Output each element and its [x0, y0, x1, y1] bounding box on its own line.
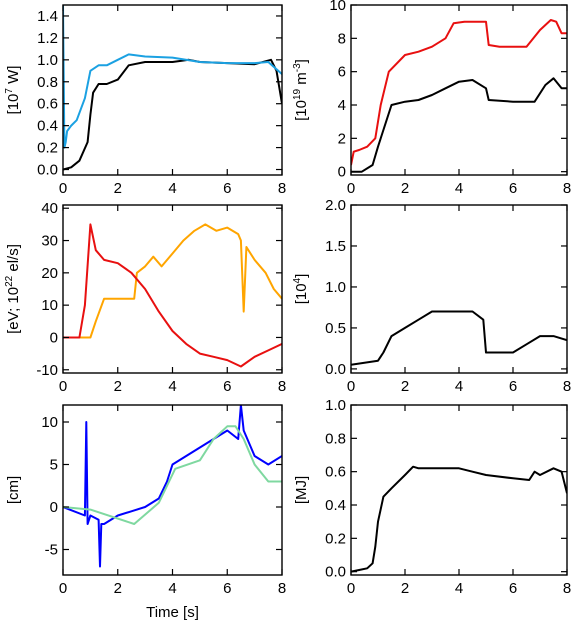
x-tick-label: 4 — [455, 580, 463, 597]
x-tick-label: 4 — [455, 378, 463, 395]
x-tick-label: 4 — [168, 378, 176, 395]
x-tick-label: 8 — [563, 580, 571, 597]
series-line-1 — [351, 19, 567, 166]
x-tick-label: 2 — [401, 378, 409, 395]
x-tick-label: 2 — [114, 378, 122, 395]
series-line-2 — [63, 5, 282, 149]
y-tick-label: 1.0 — [325, 397, 346, 414]
chart-panel-2: 0 2 4 6 8 0 2 4 6 8 10 [1019 m-3] — [292, 0, 571, 197]
x-tick-label: 6 — [509, 180, 517, 197]
y-tick-label: 0.4 — [325, 497, 346, 514]
y-axis-label: [MJ] — [293, 476, 310, 504]
series-line-1 — [351, 310, 567, 366]
y-tick-label: 0.2 — [37, 140, 58, 157]
y-tick-label: 20 — [41, 265, 58, 282]
x-tick-label: 6 — [223, 180, 231, 197]
y-tick-label: 0.0 — [325, 361, 346, 378]
x-tick-label: 6 — [223, 378, 231, 395]
chart-panel-4: 0 2 4 6 8 0.0 0.5 1.0 1.5 2.0 [104] — [292, 197, 571, 395]
x-tick-label: 4 — [455, 180, 463, 197]
axes-frame — [350, 204, 568, 374]
y-tick-label: 1.4 — [37, 8, 58, 25]
y-tick-label: 0.2 — [325, 530, 346, 547]
y-tick-label: 8 — [338, 30, 346, 47]
x-tick-label: 0 — [59, 180, 67, 197]
y-tick-label: 10 — [41, 414, 58, 431]
x-tick-label: 8 — [278, 580, 286, 597]
y-tick-label: 4 — [338, 97, 346, 114]
y-tick-label: 2.0 — [325, 197, 346, 214]
y-axis-label: [1019 m-3] — [292, 59, 310, 121]
x-tick-label: 0 — [347, 580, 355, 597]
x-tick-label: 6 — [509, 580, 517, 597]
series-line-1 — [63, 223, 282, 339]
y-axis-label: [107 W] — [4, 66, 22, 115]
series-line-2 — [351, 77, 567, 173]
x-tick-label: 6 — [223, 580, 231, 597]
x-tick-label: 8 — [563, 180, 571, 197]
series-line-1 — [63, 405, 282, 568]
y-tick-label: 0.6 — [37, 96, 58, 113]
x-tick-label: 0 — [347, 180, 355, 197]
x-axis-label: Time [s] — [146, 604, 199, 621]
x-tick-label: 2 — [114, 180, 122, 197]
y-tick-label: 0.8 — [37, 74, 58, 91]
y-tick-label: -5 — [45, 542, 58, 559]
y-tick-label: 0.0 — [325, 564, 346, 581]
x-tick-label: 0 — [59, 378, 67, 395]
y-tick-label: 0.0 — [37, 162, 58, 179]
y-tick-label: 1.5 — [325, 238, 346, 255]
y-tick-label: 30 — [41, 233, 58, 250]
y-tick-label: 6 — [338, 64, 346, 81]
x-tick-label: 2 — [114, 580, 122, 597]
y-tick-label: 0 — [50, 329, 58, 346]
chart-panel-5: 0 2 4 6 8 -5 0 5 10 [cm] — [5, 404, 286, 597]
y-tick-label: 5 — [50, 457, 58, 474]
x-tick-label: 8 — [278, 180, 286, 197]
chart-panel-1: 0 2 4 6 8 0.0 0.2 0.4 0.6 0.8 1.0 1.2 1.4 [107 W] — [4, 4, 286, 197]
series-line-2 — [63, 425, 282, 525]
y-tick-label: 0.4 — [37, 118, 58, 135]
axes-frame — [350, 404, 568, 576]
y-tick-label: 0 — [50, 499, 58, 516]
chart-panel-6: 0 2 4 6 8 0.0 0.2 0.4 0.6 0.8 1.0 [MJ] — [293, 397, 571, 597]
y-tick-label: 1.0 — [325, 279, 346, 296]
x-tick-label: 2 — [401, 180, 409, 197]
y-tick-label: 1.2 — [37, 30, 58, 47]
y-axis-label: [cm] — [5, 476, 22, 504]
y-tick-label: 0.6 — [325, 464, 346, 481]
x-tick-label: 8 — [563, 378, 571, 395]
y-tick-label: 10 — [329, 0, 346, 14]
y-tick-label: 0.5 — [325, 320, 346, 337]
x-tick-label: 8 — [278, 378, 286, 395]
x-tick-label: 0 — [59, 580, 67, 597]
x-tick-label: 4 — [168, 580, 176, 597]
y-tick-label: -10 — [36, 362, 58, 379]
axes-frame — [62, 404, 283, 576]
y-tick-label: 2 — [338, 130, 346, 147]
series-line-2 — [63, 223, 282, 368]
y-tick-label: 40 — [41, 200, 58, 217]
x-tick-label: 6 — [509, 378, 517, 395]
x-tick-label: 4 — [168, 180, 176, 197]
series-line-1 — [351, 465, 567, 573]
y-axis-label: [eV; 1022 el/s] — [4, 244, 22, 334]
y-tick-label: 0.8 — [325, 430, 346, 447]
axes-frame — [62, 204, 283, 374]
y-tick-label: 0 — [338, 164, 346, 181]
x-tick-label: 0 — [347, 378, 355, 395]
y-tick-label: 10 — [41, 297, 58, 314]
x-tick-label: 2 — [401, 580, 409, 597]
y-axis-label: [104] — [292, 274, 310, 305]
y-tick-label: 1.0 — [37, 52, 58, 69]
series-line-1 — [63, 58, 282, 171]
